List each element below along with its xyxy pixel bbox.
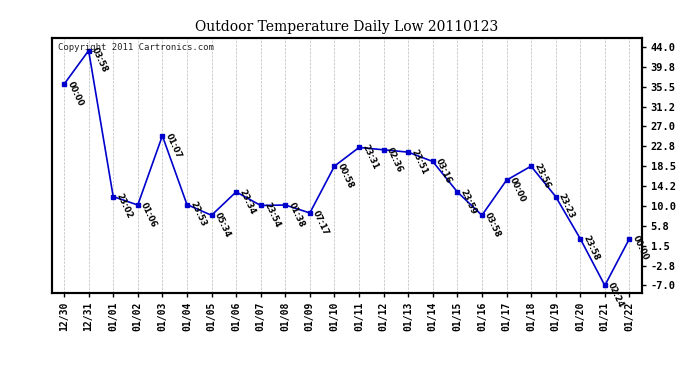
Text: 00:58: 00:58 <box>336 162 355 190</box>
Text: 23:51: 23:51 <box>410 148 429 176</box>
Text: 23:58: 23:58 <box>582 234 601 262</box>
Text: 03:58: 03:58 <box>483 211 503 239</box>
Text: 00:00: 00:00 <box>508 176 527 204</box>
Text: 00:00: 00:00 <box>631 234 650 262</box>
Text: 23:23: 23:23 <box>557 192 576 220</box>
Text: 01:06: 01:06 <box>139 201 159 229</box>
Text: 23:31: 23:31 <box>360 143 380 171</box>
Text: 23:56: 23:56 <box>533 162 552 190</box>
Text: 01:07: 01:07 <box>164 132 183 159</box>
Text: 05:34: 05:34 <box>213 211 233 239</box>
Text: 23:53: 23:53 <box>188 200 208 228</box>
Title: Outdoor Temperature Daily Low 20110123: Outdoor Temperature Daily Low 20110123 <box>195 20 498 33</box>
Text: 02:36: 02:36 <box>385 146 404 174</box>
Text: 23:34: 23:34 <box>237 188 257 216</box>
Text: Copyright 2011 Cartronics.com: Copyright 2011 Cartronics.com <box>58 43 213 52</box>
Text: 23:59: 23:59 <box>459 188 478 216</box>
Text: 03:58: 03:58 <box>90 46 110 74</box>
Text: 00:00: 00:00 <box>66 80 85 108</box>
Text: 02:24: 02:24 <box>607 281 626 309</box>
Text: 23:54: 23:54 <box>262 201 282 229</box>
Text: 07:17: 07:17 <box>311 209 331 237</box>
Text: 01:38: 01:38 <box>286 201 306 229</box>
Text: 23:02: 23:02 <box>115 192 134 220</box>
Text: 03:16: 03:16 <box>434 158 453 185</box>
